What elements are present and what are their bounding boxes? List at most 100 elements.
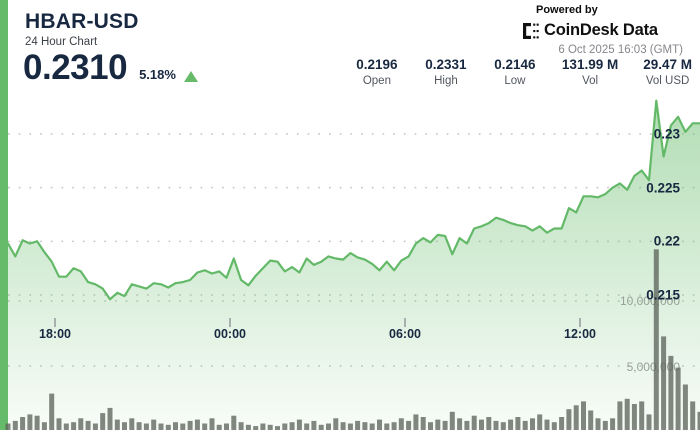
price-axis-label-022: 0.22 xyxy=(654,234,680,249)
stat-low-value: 0.2146 xyxy=(494,57,536,72)
price-axis: 0.23 0.225 0.22 0.215 xyxy=(646,127,680,303)
volume-bar xyxy=(267,424,273,430)
volume-bar xyxy=(522,420,528,430)
stat-low-label: Low xyxy=(504,75,526,87)
volume-bar xyxy=(333,418,339,430)
volume-bar xyxy=(173,422,178,430)
stat-open-value: 0.2196 xyxy=(356,57,398,72)
volume-bar xyxy=(624,398,630,430)
volume-bar xyxy=(493,420,499,430)
volume-bar xyxy=(100,413,106,430)
price-axis-label-0225: 0.225 xyxy=(646,181,680,196)
volume-bar xyxy=(253,426,259,430)
volume-bar xyxy=(296,419,302,430)
volume-bar xyxy=(639,401,645,430)
stat-low: 0.2146 Low xyxy=(493,57,537,87)
volume-bar xyxy=(398,418,404,430)
volume-axis-label-10m: 10,000,000 xyxy=(620,294,680,308)
volume-bar xyxy=(231,415,237,430)
current-price: 0.2310 xyxy=(23,48,128,87)
coindesk-logo-icon xyxy=(523,22,539,39)
stats-row: 0.2196 Open 0.2331 High 0.2146 Low 131.9… xyxy=(355,57,692,87)
accent-bar xyxy=(0,0,8,430)
stat-high-value: 0.2331 xyxy=(425,57,467,72)
stat-vol-usd-label: Vol USD xyxy=(645,75,690,87)
volume-bar xyxy=(500,422,506,430)
volume-bar xyxy=(27,414,33,430)
stat-vol-usd: 29.47 M Vol USD xyxy=(643,57,692,87)
volume-axis: 10,000,000 5,000,000 xyxy=(620,294,680,374)
volume-bar xyxy=(406,420,412,430)
volume-bar xyxy=(442,420,448,430)
volume-bar xyxy=(566,409,572,430)
time-label-1800: 18:00 xyxy=(39,327,71,341)
volume-bar xyxy=(661,336,667,430)
volume-bar xyxy=(180,423,186,430)
volume-bar xyxy=(471,415,477,430)
volume-bar xyxy=(318,424,324,430)
volume-bar xyxy=(449,411,455,430)
volume-bar xyxy=(551,422,557,430)
volume-bar xyxy=(34,415,40,430)
volume-bar xyxy=(136,422,142,430)
timestamp: 6 Oct 2025 16:03 (GMT) xyxy=(558,44,683,56)
volume-bars xyxy=(5,249,700,430)
price-area xyxy=(8,100,700,430)
volume-bar xyxy=(56,418,62,430)
volume-bar xyxy=(92,423,98,430)
volume-bar xyxy=(326,423,331,430)
volume-bar xyxy=(129,418,135,430)
volume-bar xyxy=(165,424,171,430)
volume-bar xyxy=(122,422,127,430)
volume-bar xyxy=(362,422,368,430)
stat-high: 0.2331 High xyxy=(424,57,468,87)
volume-bar xyxy=(78,418,84,430)
volume-bar xyxy=(573,405,579,430)
volume-bar xyxy=(479,419,484,430)
volume-bar xyxy=(544,419,550,430)
volume-bar xyxy=(486,417,492,430)
volume-bar xyxy=(5,423,11,430)
volume-bar xyxy=(12,420,18,430)
coindesk-data-logo[interactable]: CoinDesk Data xyxy=(523,21,683,40)
price-series xyxy=(6,99,700,430)
volume-bar xyxy=(49,393,55,430)
volume-bar xyxy=(653,249,659,430)
volume-bar xyxy=(85,420,91,430)
volume-bar xyxy=(107,407,113,430)
stat-vol-value: 131.99 M xyxy=(561,57,619,72)
volume-bar xyxy=(194,419,200,430)
volume-bar xyxy=(391,422,397,430)
volume-bar xyxy=(697,411,700,430)
volume-bar xyxy=(464,420,470,430)
volume-bar xyxy=(151,419,157,430)
volume-bar xyxy=(675,367,681,430)
stat-open: 0.2196 Open xyxy=(355,57,399,87)
header-left: HBAR-USD 24 Hour Chart xyxy=(25,10,139,48)
volume-bar xyxy=(63,423,69,430)
volume-bar xyxy=(537,414,543,430)
volume-bar xyxy=(202,423,208,430)
volume-bar xyxy=(457,418,463,430)
volume-bar xyxy=(114,419,120,430)
volume-bar xyxy=(508,419,514,430)
volume-bar xyxy=(245,424,251,430)
volume-bar xyxy=(668,355,674,430)
volume-bar xyxy=(369,423,375,430)
volume-bar xyxy=(209,418,215,430)
volume-bar xyxy=(682,384,688,430)
stat-vol-usd-value: 29.47 M xyxy=(643,57,692,72)
volume-bar xyxy=(224,423,229,430)
volume-bar xyxy=(187,420,193,430)
volume-bar xyxy=(340,422,346,430)
volume-bar xyxy=(690,401,696,430)
price-axis-label-0215: 0.215 xyxy=(646,288,680,303)
stat-open-label: Open xyxy=(362,75,391,87)
time-label-1200: 12:00 xyxy=(564,327,596,341)
header-right: Powered by CoinDesk Data 6 Oct 2025 16:0… xyxy=(523,4,683,56)
volume-bar xyxy=(311,420,317,430)
volume-bar xyxy=(515,417,521,430)
volume-bar xyxy=(602,420,608,430)
stat-vol: 131.99 M Vol xyxy=(562,57,618,87)
